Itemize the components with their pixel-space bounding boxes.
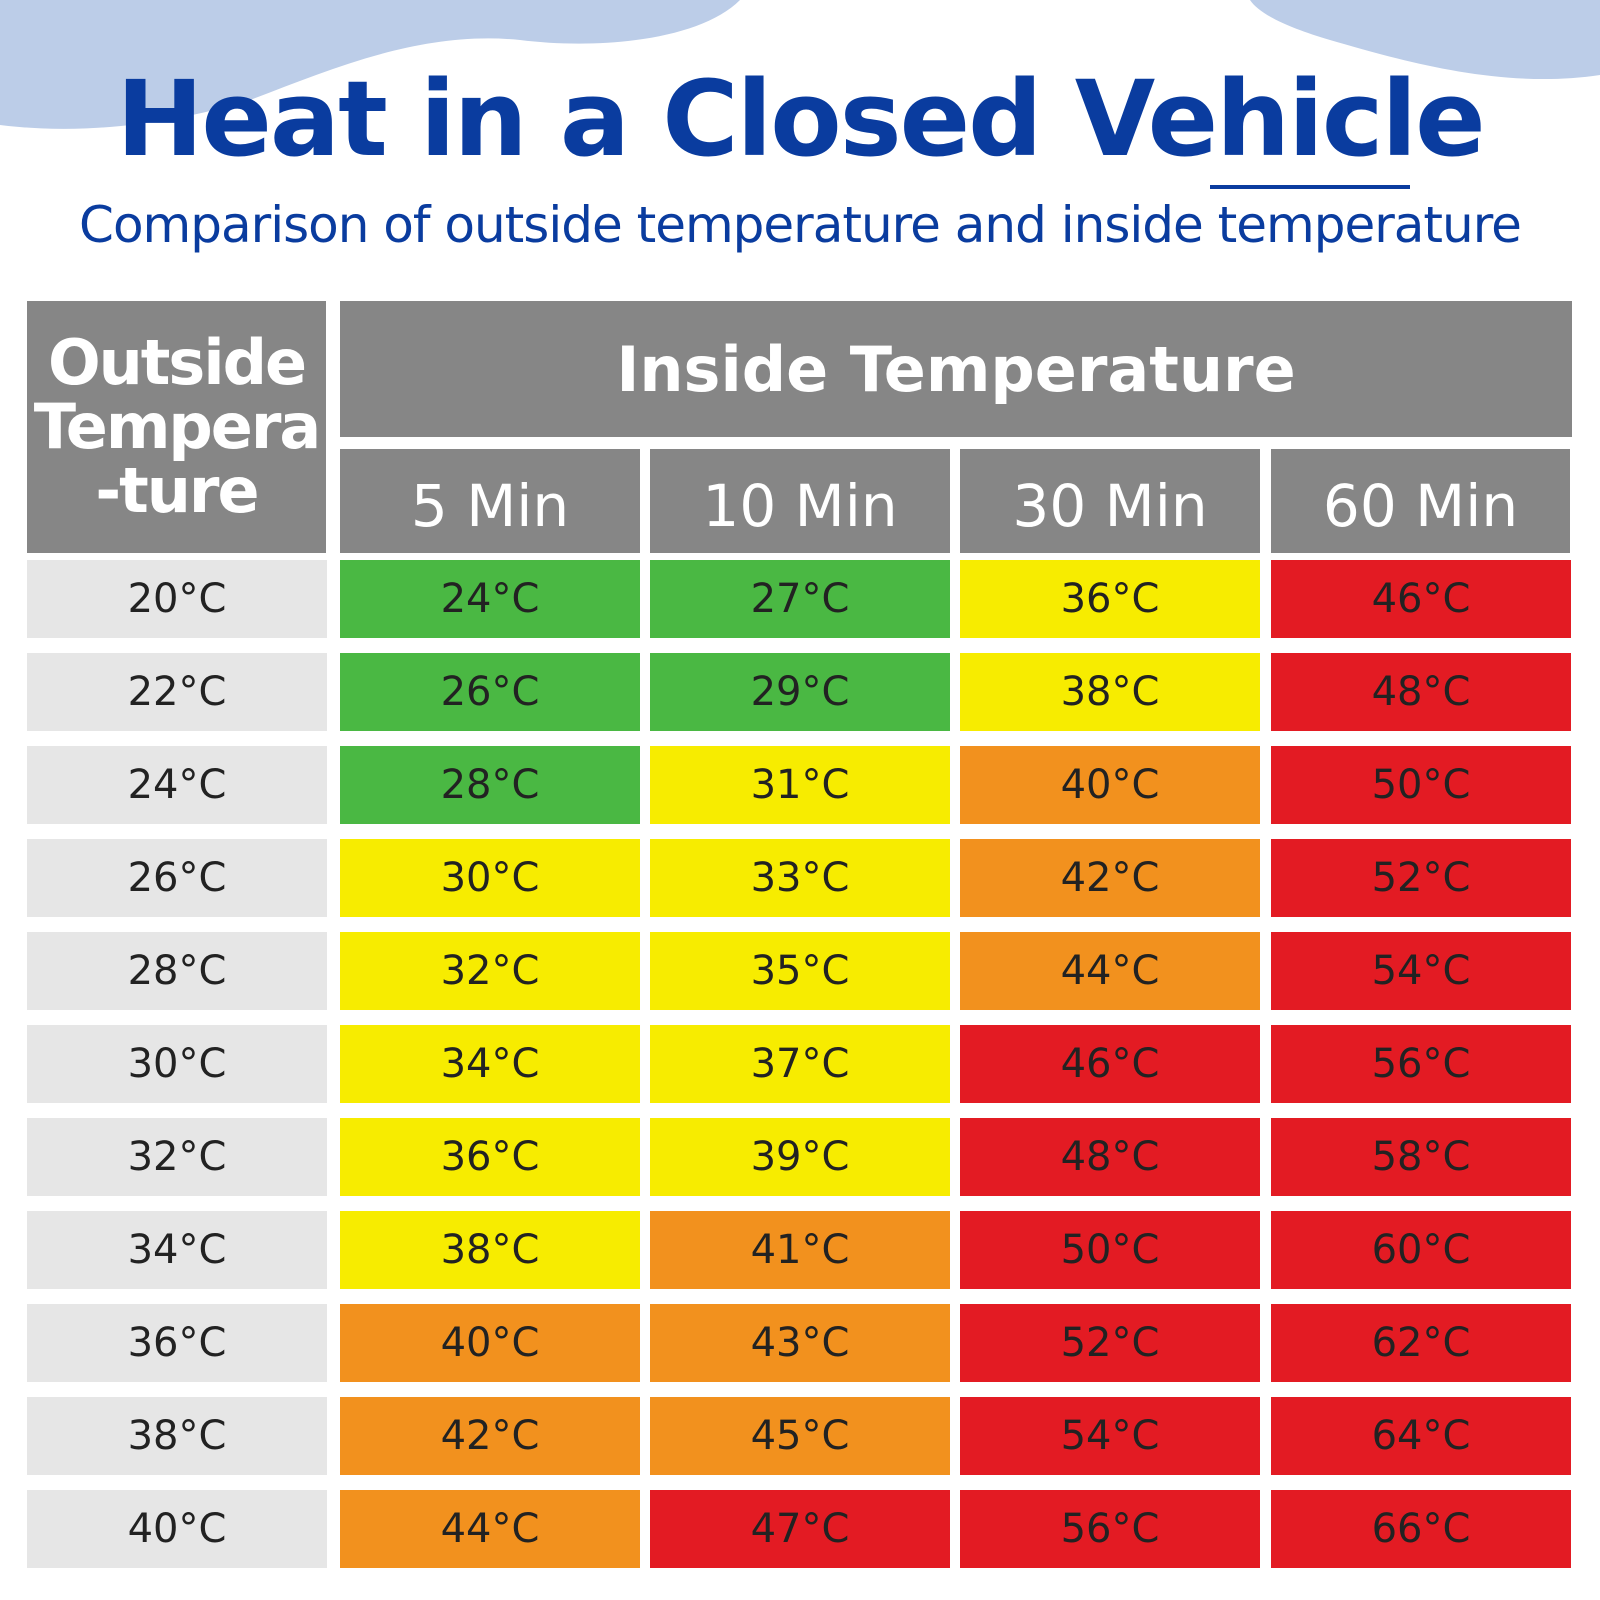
cell: 30°C — [340, 839, 640, 917]
corner-header: Outside Tempera -ture — [27, 301, 326, 553]
group-header: Inside Temperature — [340, 301, 1572, 437]
wave-left — [0, 0, 740, 129]
cell: 24°C — [340, 560, 640, 638]
row-label: 24°C — [27, 746, 327, 824]
cell: 47°C — [650, 1490, 950, 1568]
cell: 42°C — [340, 1397, 640, 1475]
cell: 40°C — [960, 746, 1260, 824]
column-header: 10 Min — [650, 449, 950, 553]
cell: 32°C — [340, 932, 640, 1010]
cell: 52°C — [960, 1304, 1260, 1382]
cell: 60°C — [1271, 1211, 1571, 1289]
row-label: 32°C — [27, 1118, 327, 1196]
cell: 29°C — [650, 653, 950, 731]
row-label: 34°C — [27, 1211, 327, 1289]
cell: 28°C — [340, 746, 640, 824]
row-label: 40°C — [27, 1490, 327, 1568]
cell: 38°C — [960, 653, 1260, 731]
cell: 56°C — [1271, 1025, 1571, 1103]
column-header: 5 Min — [340, 449, 640, 553]
cell: 26°C — [340, 653, 640, 731]
cell: 50°C — [1271, 746, 1571, 824]
cell: 54°C — [1271, 932, 1571, 1010]
cell: 43°C — [650, 1304, 950, 1382]
cell: 44°C — [960, 932, 1260, 1010]
cell: 31°C — [650, 746, 950, 824]
row-label: 28°C — [27, 932, 327, 1010]
cell: 50°C — [960, 1211, 1260, 1289]
cell: 48°C — [1271, 653, 1571, 731]
cell: 36°C — [960, 560, 1260, 638]
cell: 38°C — [340, 1211, 640, 1289]
row-label: 38°C — [27, 1397, 327, 1475]
column-header: 30 Min — [960, 449, 1260, 553]
cell: 39°C — [650, 1118, 950, 1196]
row-label: 20°C — [27, 560, 327, 638]
corner-header-line: Tempera — [33, 390, 322, 463]
cell: 27°C — [650, 560, 950, 638]
cell: 45°C — [650, 1397, 950, 1475]
row-label: 22°C — [27, 653, 327, 731]
corner-header-line: Outside — [47, 326, 307, 399]
cell: 46°C — [960, 1025, 1260, 1103]
title: Heat in a Closed Vehicle — [116, 58, 1485, 180]
cell: 33°C — [650, 839, 950, 917]
cell: 62°C — [1271, 1304, 1571, 1382]
column-header: 60 Min — [1271, 449, 1570, 553]
cell: 36°C — [340, 1118, 640, 1196]
cell: 37°C — [650, 1025, 950, 1103]
row-label: 30°C — [27, 1025, 327, 1103]
cell: 56°C — [960, 1490, 1260, 1568]
cell: 58°C — [1271, 1118, 1571, 1196]
cell: 46°C — [1271, 560, 1571, 638]
corner-header-line: -ture — [95, 454, 259, 527]
cell: 64°C — [1271, 1397, 1571, 1475]
cell: 54°C — [960, 1397, 1260, 1475]
cell: 42°C — [960, 839, 1260, 917]
cell: 34°C — [340, 1025, 640, 1103]
row-label: 36°C — [27, 1304, 327, 1382]
cell: 48°C — [960, 1118, 1260, 1196]
cell: 35°C — [650, 932, 950, 1010]
cell: 40°C — [340, 1304, 640, 1382]
row-label: 26°C — [27, 839, 327, 917]
cell: 52°C — [1271, 839, 1571, 917]
cell: 44°C — [340, 1490, 640, 1568]
cell: 66°C — [1271, 1490, 1571, 1568]
subtitle: Comparison of outside temperature and in… — [79, 196, 1522, 254]
wave-right — [1250, 0, 1600, 80]
cell: 41°C — [650, 1211, 950, 1289]
